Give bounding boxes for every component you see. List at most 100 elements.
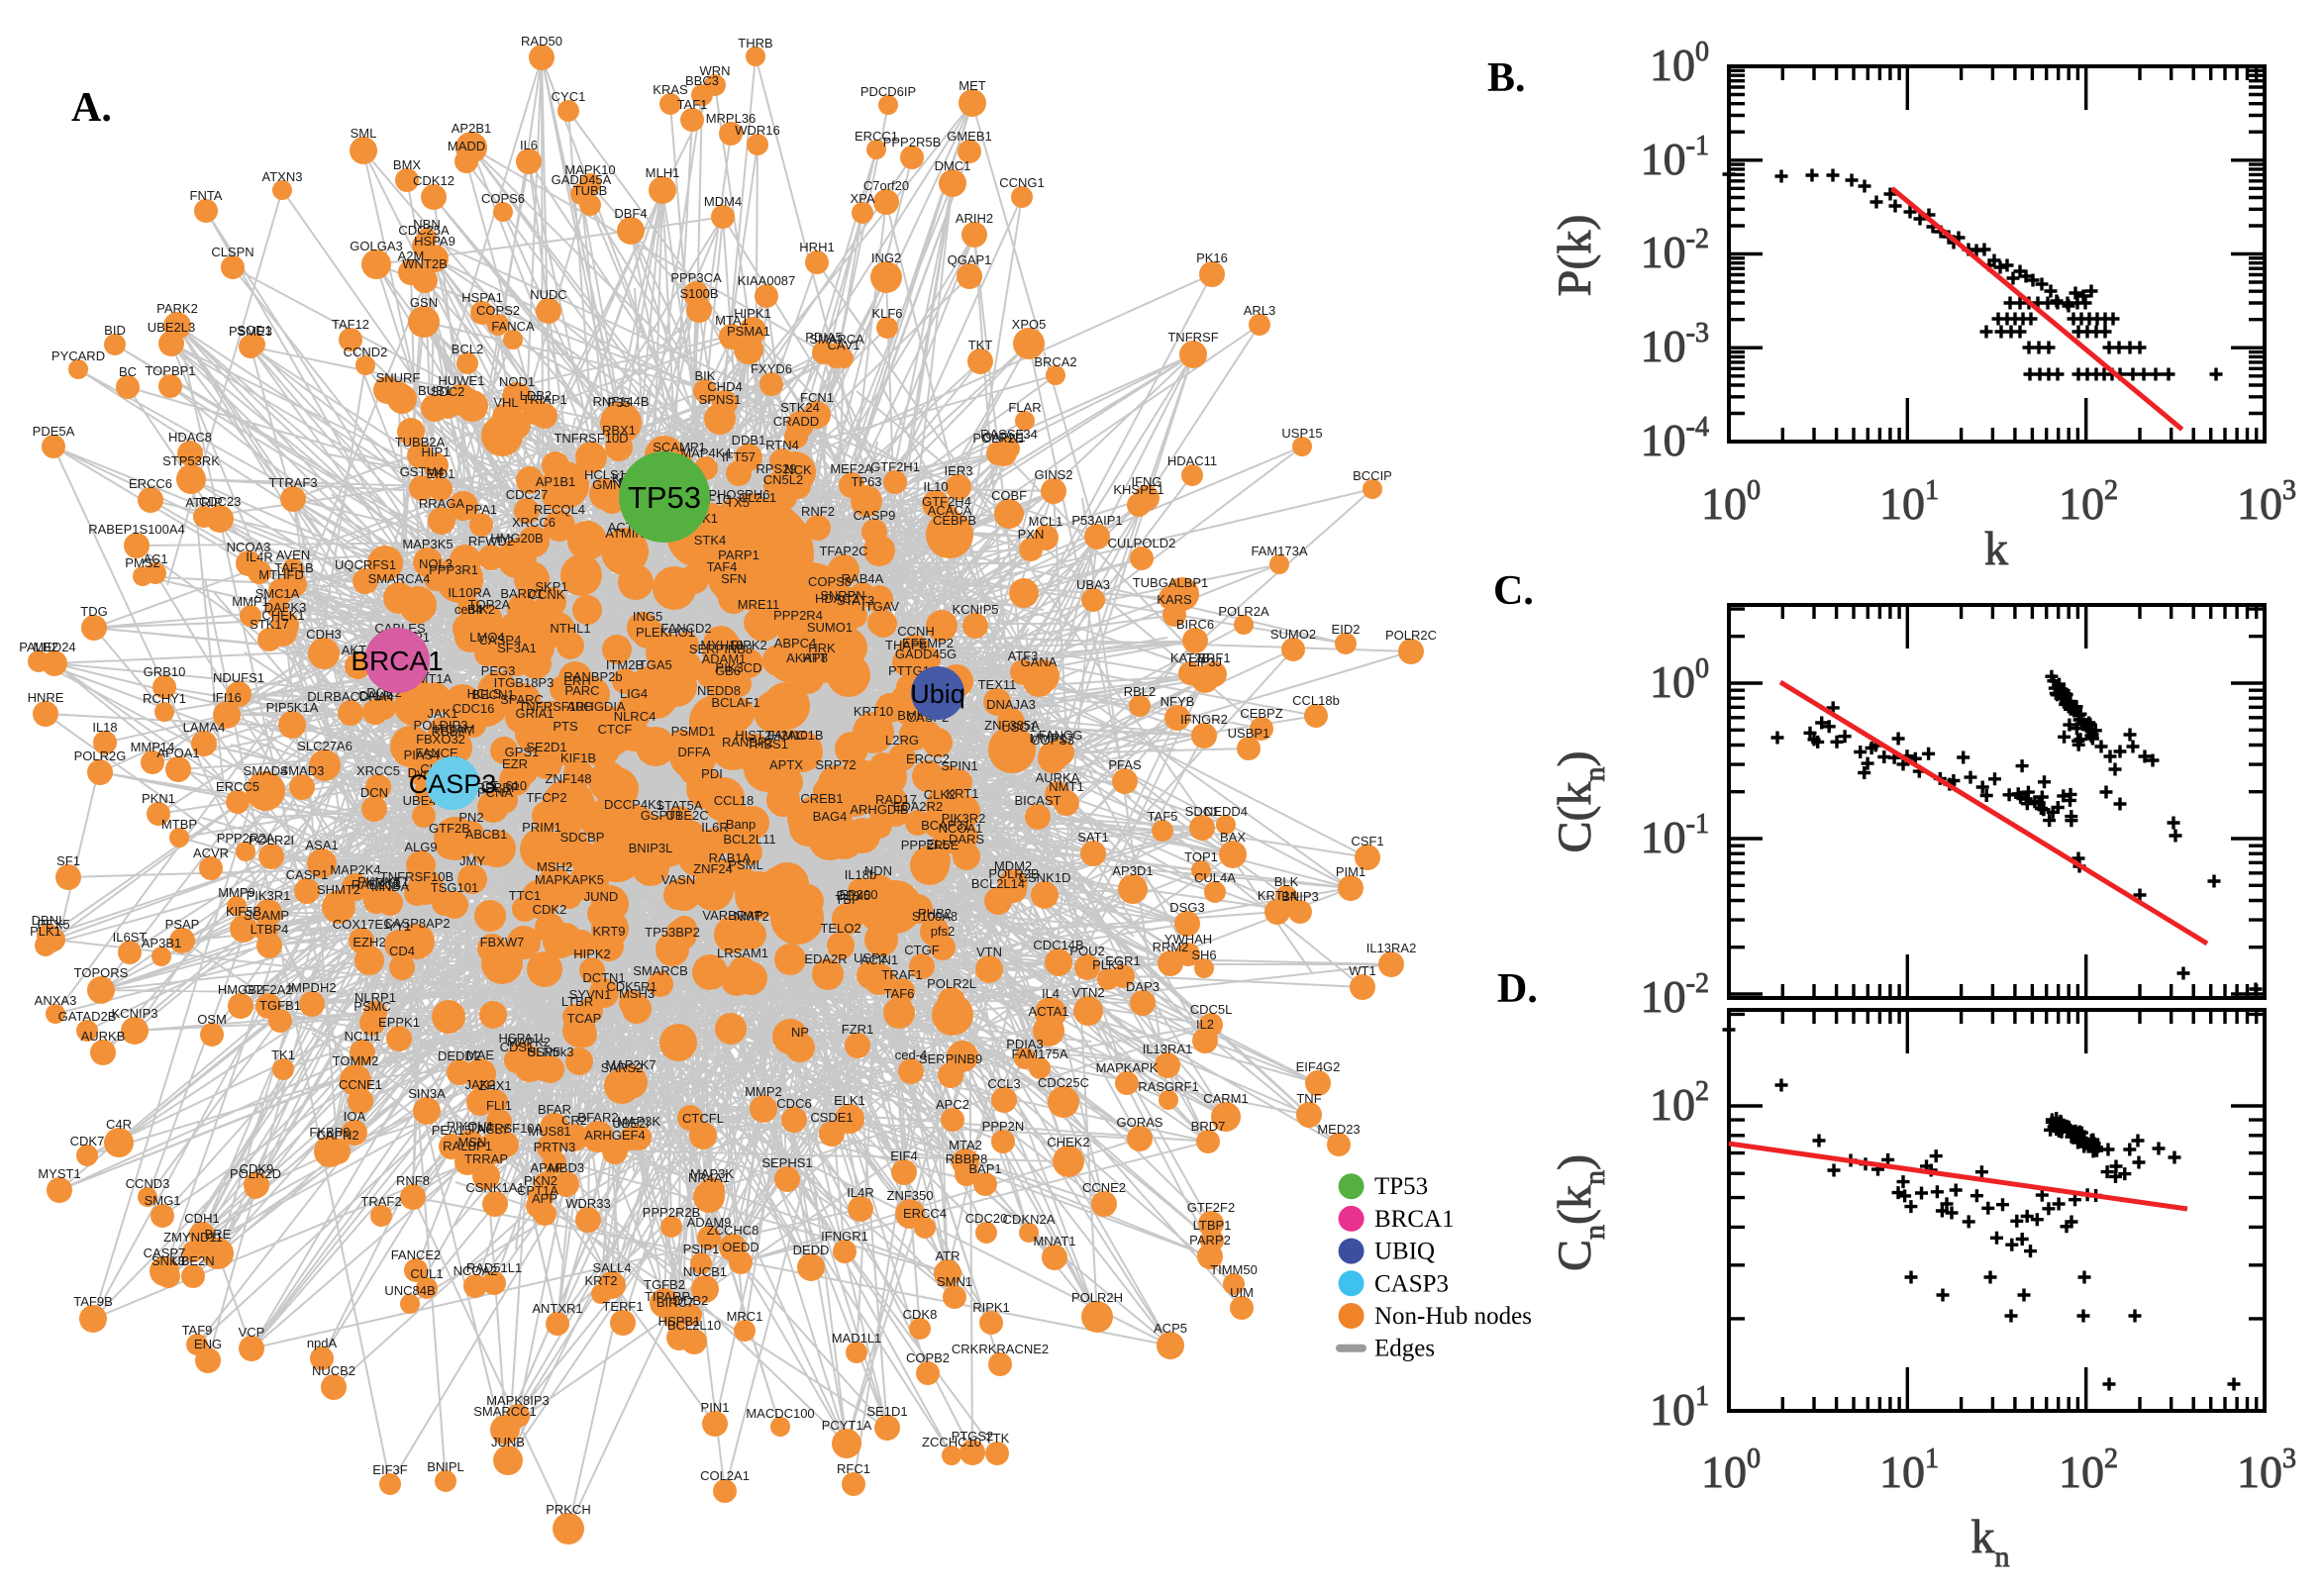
svg-text:NEDD4: NEDD4 — [1204, 804, 1248, 819]
svg-text:IFNGR2: IFNGR2 — [1180, 712, 1228, 727]
svg-text:SML: SML — [351, 126, 377, 141]
svg-text:PPP2R5E: PPP2R5E — [901, 838, 960, 852]
svg-text:ced4: ced4 — [454, 602, 482, 617]
svg-text:TRAF1: TRAF1 — [881, 967, 922, 982]
svg-text:PPP3R1: PPP3R1 — [429, 562, 478, 577]
svg-text:RBX1: RBX1 — [602, 423, 636, 438]
svg-text:CDC25C: CDC25C — [1038, 1075, 1089, 1090]
svg-text:THAP8: THAP8 — [885, 638, 927, 652]
svg-text:SH6: SH6 — [1191, 948, 1216, 962]
svg-text:KHSPE1: KHSPE1 — [1113, 482, 1163, 497]
svg-text:SMN1: SMN1 — [937, 1274, 972, 1289]
svg-text:TRAF2: TRAF2 — [360, 1194, 401, 1209]
svg-text:DAP3: DAP3 — [1126, 979, 1160, 994]
svg-text:SMARCA: SMARCA — [809, 332, 864, 347]
svg-text:CCNG1: CCNG1 — [999, 175, 1045, 190]
svg-text:HSPB1: HSPB1 — [658, 1314, 701, 1329]
svg-text:PXN: PXN — [1018, 527, 1045, 542]
svg-text:CRKRKRACNE2: CRKRKRACNE2 — [952, 1342, 1049, 1356]
svg-text:CR2: CR2 — [561, 1113, 587, 1128]
svg-text:BICAST: BICAST — [1015, 793, 1061, 808]
svg-text:ERCC4: ERCC4 — [903, 1206, 947, 1221]
svg-text:ING2: ING2 — [871, 250, 901, 265]
svg-text:IER3: IER3 — [945, 463, 973, 478]
svg-text:100: 100 — [1701, 1444, 1761, 1497]
svg-text:CHEK2: CHEK2 — [1047, 1135, 1089, 1149]
svg-text:STK17: STK17 — [250, 617, 289, 632]
svg-text:JAK2: JAK2 — [464, 1077, 495, 1092]
svg-text:IL18b: IL18b — [845, 867, 877, 882]
svg-text:CASP1: CASP1 — [286, 867, 329, 882]
svg-text:IL4R: IL4R — [847, 1185, 873, 1200]
svg-text:ANTXR1: ANTXR1 — [532, 1301, 582, 1316]
svg-text:NOL3: NOL3 — [419, 556, 453, 571]
svg-text:CCND2: CCND2 — [344, 345, 388, 359]
svg-text:BNIP3: BNIP3 — [1281, 889, 1319, 904]
svg-text:USP5: USP5 — [527, 1045, 560, 1059]
svg-text:CDK9: CDK9 — [240, 1161, 274, 1176]
svg-text:PIN1: PIN1 — [701, 1400, 730, 1415]
svg-text:MAP3K: MAP3K — [690, 1166, 734, 1181]
svg-text:ABPC4: ABPC4 — [774, 636, 817, 650]
svg-text:PTGS2: PTGS2 — [952, 1429, 994, 1444]
svg-text:TUBGALBP1: TUBGALBP1 — [1133, 575, 1209, 590]
svg-text:MAE: MAE — [466, 1047, 495, 1062]
svg-text:IL2: IL2 — [1196, 1017, 1214, 1032]
svg-text:ARIH2: ARIH2 — [956, 211, 993, 226]
svg-text:PDI: PDI — [701, 766, 723, 781]
svg-text:BARD1: BARD1 — [500, 586, 543, 601]
svg-text:PARP2: PARP2 — [1189, 1233, 1231, 1247]
svg-text:EIF3J: EIF3J — [1188, 654, 1222, 669]
svg-text:BAG4: BAG4 — [813, 809, 848, 824]
svg-text:USP15: USP15 — [1281, 426, 1322, 441]
svg-text:BFAR: BFAR — [538, 1102, 571, 1117]
svg-text:KAT2B: KAT2B — [1170, 650, 1210, 665]
svg-text:DARS: DARS — [949, 832, 984, 847]
svg-text:C(kn): C(kn) — [1549, 751, 1611, 853]
svg-text:PSMD1: PSMD1 — [671, 724, 716, 739]
svg-text:UNC84B: UNC84B — [384, 1283, 435, 1298]
svg-text:BLK: BLK — [1274, 874, 1299, 889]
svg-text:AVEN: AVEN — [276, 548, 310, 562]
svg-text:NCOA2: NCOA2 — [454, 1263, 498, 1278]
svg-text:RAD17: RAD17 — [875, 792, 917, 807]
svg-text:CDC20: CDC20 — [965, 1211, 1008, 1226]
svg-text:CD4: CD4 — [389, 944, 415, 958]
svg-text:MAPK8IP3: MAPK8IP3 — [486, 1393, 550, 1408]
svg-text:YY1: YY1 — [387, 919, 412, 934]
svg-text:ZMYND11: ZMYND11 — [163, 1230, 223, 1245]
svg-text:SKP1: SKP1 — [535, 579, 567, 594]
svg-text:MAPK10: MAPK10 — [564, 162, 615, 177]
svg-text:ARHGDIB: ARHGDIB — [850, 802, 908, 817]
svg-text:RRM2: RRM2 — [1153, 940, 1189, 954]
svg-text:10-2: 10-2 — [1641, 968, 1709, 1022]
svg-text:SUMO2: SUMO2 — [1270, 627, 1316, 642]
svg-text:CULPOLD2: CULPOLD2 — [1108, 536, 1176, 550]
svg-text:YWHAH: YWHAH — [1164, 932, 1212, 947]
svg-text:Banp: Banp — [726, 817, 756, 832]
svg-text:APAF: APAF — [531, 1160, 563, 1175]
svg-text:CDK7: CDK7 — [70, 1134, 105, 1148]
svg-text:TRRAP: TRRAP — [464, 1151, 508, 1166]
svg-text:PEG3: PEG3 — [481, 663, 516, 678]
svg-text:HMG20B: HMG20B — [490, 531, 543, 546]
svg-text:HUWE1: HUWE1 — [439, 373, 485, 388]
svg-text:DDB1: DDB1 — [732, 433, 766, 448]
svg-text:SDC2: SDC2 — [431, 384, 465, 399]
svg-text:ABCB1: ABCB1 — [465, 827, 508, 842]
svg-text:STAT3: STAT3 — [837, 593, 875, 608]
svg-text:WDR33: WDR33 — [565, 1196, 611, 1211]
svg-text:CSDE1: CSDE1 — [810, 1110, 853, 1125]
svg-text:COPS3: COPS3 — [1031, 733, 1074, 748]
svg-text:IFNG: IFNG — [1131, 474, 1162, 489]
svg-text:ELL: ELL — [926, 837, 949, 851]
svg-text:IL10: IL10 — [923, 479, 948, 494]
svg-text:SMAD4: SMAD4 — [244, 763, 288, 778]
svg-text:HDAC2: HDAC2 — [815, 591, 858, 606]
svg-text:MED24: MED24 — [33, 640, 75, 654]
svg-text:CDC16: CDC16 — [453, 701, 495, 716]
svg-text:CCNE2: CCNE2 — [1082, 1180, 1126, 1195]
svg-text:TAF5: TAF5 — [1148, 809, 1178, 824]
svg-text:ACACA: ACACA — [928, 503, 972, 518]
svg-text:CDH1: CDH1 — [184, 1211, 219, 1226]
